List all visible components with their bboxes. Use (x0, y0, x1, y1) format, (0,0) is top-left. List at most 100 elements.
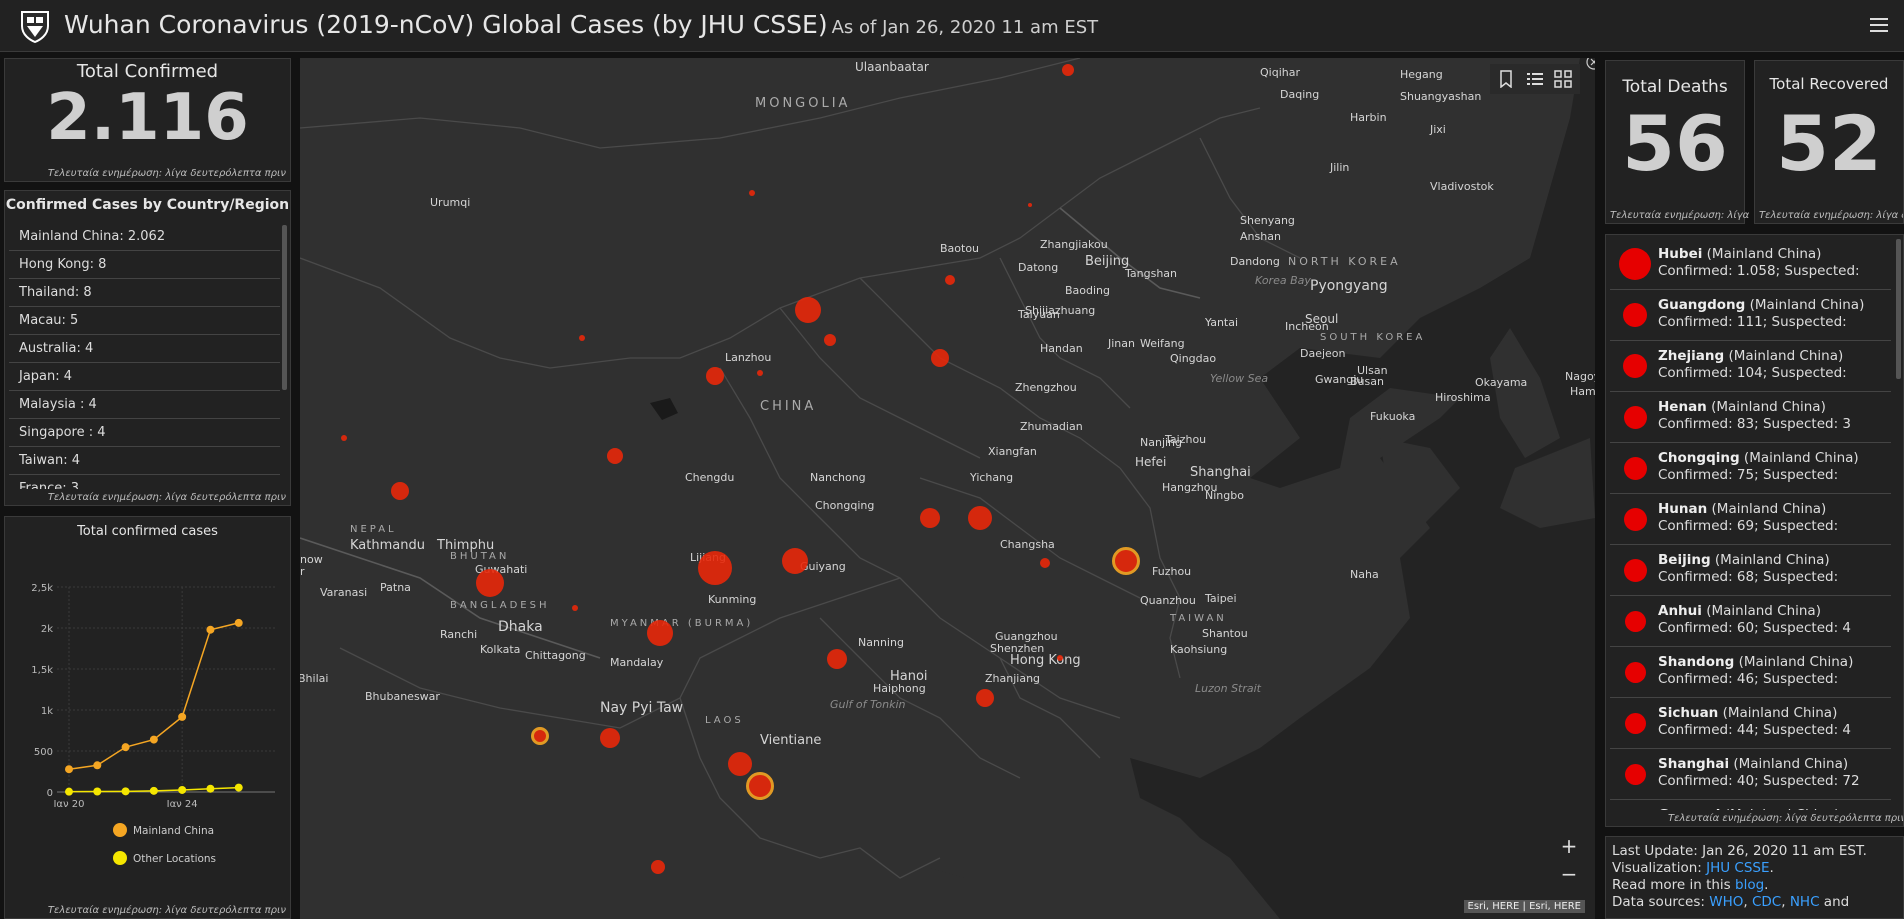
country-list-title: Confirmed Cases by Country/Region (5, 197, 290, 213)
bookmark-icon[interactable] (1498, 70, 1514, 88)
case-marker[interactable] (476, 569, 504, 597)
region-list-item[interactable]: Sichuan (Mainland China) Confirmed: 44; S… (1610, 698, 1891, 749)
map-label: Hanoi (890, 669, 928, 684)
region-list-item[interactable]: Hunan (Mainland China) Confirmed: 69; Sus… (1610, 494, 1891, 545)
case-marker[interactable] (746, 772, 774, 800)
data-point[interactable] (93, 787, 102, 796)
case-marker[interactable] (572, 605, 578, 611)
country-list-item[interactable]: Australia: 4 (9, 335, 280, 363)
case-marker[interactable] (341, 435, 347, 441)
case-marker[interactable] (579, 335, 585, 341)
country-list-item[interactable]: Japan: 4 (9, 363, 280, 391)
hamburger-menu-icon[interactable] (1868, 14, 1890, 36)
case-marker[interactable] (1040, 558, 1050, 568)
fullscreen-icon[interactable] (1586, 58, 1595, 70)
case-marker[interactable] (600, 728, 620, 748)
case-marker[interactable] (651, 860, 665, 874)
cdc-link[interactable]: CDC (1751, 894, 1782, 910)
region-list-item[interactable]: Hubei (Mainland China) Confirmed: 1.058; … (1610, 239, 1891, 290)
case-marker[interactable] (531, 727, 549, 745)
data-point[interactable] (234, 783, 243, 792)
case-marker[interactable] (782, 548, 808, 574)
region-list-item[interactable]: Beijing (Mainland China) Confirmed: 68; S… (1610, 545, 1891, 596)
jhu-csse-link[interactable]: JHU CSSE (1706, 860, 1770, 876)
region-list-item[interactable]: Guangxi (Mainland China) (1610, 800, 1891, 810)
map-label: Guangzhou (995, 630, 1058, 643)
region-list-item[interactable]: Henan (Mainland China) Confirmed: 83; Sus… (1610, 392, 1891, 443)
map-label: TAIWAN (1170, 613, 1227, 624)
data-point[interactable] (121, 787, 130, 796)
case-marker[interactable] (976, 689, 994, 707)
country-list-scrollbar[interactable] (282, 225, 287, 390)
map-label: Ningbo (1205, 489, 1244, 502)
country-list-item[interactable]: France: 3 (9, 475, 280, 489)
region-list-item[interactable]: Anhui (Mainland China) Confirmed: 60; Sus… (1610, 596, 1891, 647)
region-list[interactable]: Hubei (Mainland China) Confirmed: 1.058; … (1610, 239, 1891, 810)
data-point[interactable] (178, 712, 187, 721)
zoom-out-button[interactable]: − (1560, 862, 1578, 886)
region-list-item[interactable]: Zhejiang (Mainland China) Confirmed: 104;… (1610, 341, 1891, 392)
region-list-item[interactable]: Shandong (Mainland China) Confirmed: 46; … (1610, 647, 1891, 698)
case-marker[interactable] (968, 506, 992, 530)
map-label: Urumqi (430, 196, 471, 209)
country-list-item[interactable]: Malaysia : 4 (9, 391, 280, 419)
data-point[interactable] (206, 784, 215, 793)
case-marker[interactable] (757, 370, 763, 376)
cases-map[interactable]: Ulaanbaatar MONGOLIA Urumqi Qiqihar Hegang Da… (300, 58, 1595, 919)
last-update-note: Τελευταία ενημέρωση: λίγα δευτερόλεπτα π… (47, 905, 286, 916)
case-marker[interactable] (824, 334, 836, 346)
case-marker[interactable] (391, 482, 409, 500)
case-marker[interactable] (749, 190, 755, 196)
map-label: Nanning (858, 636, 904, 649)
data-point[interactable] (206, 625, 215, 634)
region-country: (Mainland China) (1739, 450, 1859, 466)
data-point[interactable] (93, 761, 102, 770)
region-list-item[interactable]: Chongqing (Mainland China) Confirmed: 75;… (1610, 443, 1891, 494)
data-point[interactable] (178, 785, 187, 794)
data-point[interactable] (234, 618, 243, 627)
data-point[interactable] (149, 786, 158, 795)
country-list-item[interactable]: Thailand: 8 (9, 279, 280, 307)
who-link[interactable]: WHO (1709, 894, 1744, 910)
data-point[interactable] (65, 787, 73, 796)
case-marker[interactable] (698, 551, 732, 585)
case-marker[interactable] (931, 349, 949, 367)
case-marker[interactable] (1112, 547, 1140, 575)
y-tick-label: 0 (47, 788, 53, 799)
case-marker[interactable] (1028, 203, 1032, 207)
map-label: Ulsan (1357, 364, 1388, 377)
map-label: Yantai (1205, 316, 1239, 329)
case-marker[interactable] (607, 448, 623, 464)
data-point[interactable] (149, 735, 158, 744)
country-list-item[interactable]: Hong Kong: 8 (9, 251, 280, 279)
data-point[interactable] (65, 765, 73, 774)
case-marker[interactable] (647, 620, 673, 646)
case-marker[interactable] (827, 649, 847, 669)
basemap-gallery-icon[interactable] (1554, 70, 1572, 88)
country-list-item[interactable]: Taiwan: 4 (9, 447, 280, 475)
case-marker[interactable] (1057, 655, 1063, 661)
case-marker[interactable] (706, 367, 724, 385)
case-marker[interactable] (945, 275, 955, 285)
legend-list-icon[interactable] (1526, 70, 1544, 88)
region-list-item[interactable]: Shanghai (Mainland China) Confirmed: 40; … (1610, 749, 1891, 800)
data-point[interactable] (121, 743, 130, 752)
region-list-item[interactable]: Guangdong (Mainland China) Confirmed: 111… (1610, 290, 1891, 341)
case-marker[interactable] (795, 297, 821, 323)
country-list[interactable]: Mainland China: 2.062 Hong Kong: 8 Thailan… (9, 223, 280, 489)
zoom-in-button[interactable]: + (1560, 834, 1578, 858)
country-list-item[interactable]: Mainland China: 2.062 (9, 223, 280, 251)
country-list-item[interactable]: Singapore : 4 (9, 419, 280, 447)
map-label: Bhubaneswar (365, 690, 440, 703)
blog-link[interactable]: blog (1735, 877, 1765, 893)
case-marker[interactable] (728, 752, 752, 776)
country-list-item[interactable]: Macau: 5 (9, 307, 280, 335)
x-tick-label: Ιαν 20 (53, 799, 84, 810)
nhc-link[interactable]: NHC (1789, 894, 1820, 910)
region-list-scrollbar[interactable] (1896, 239, 1901, 379)
case-marker[interactable] (1062, 64, 1074, 76)
case-marker[interactable] (920, 508, 940, 528)
region-country: (Mainland China) (1729, 756, 1849, 772)
region-detail: Confirmed: 1.058; Suspected: (1658, 263, 1860, 279)
